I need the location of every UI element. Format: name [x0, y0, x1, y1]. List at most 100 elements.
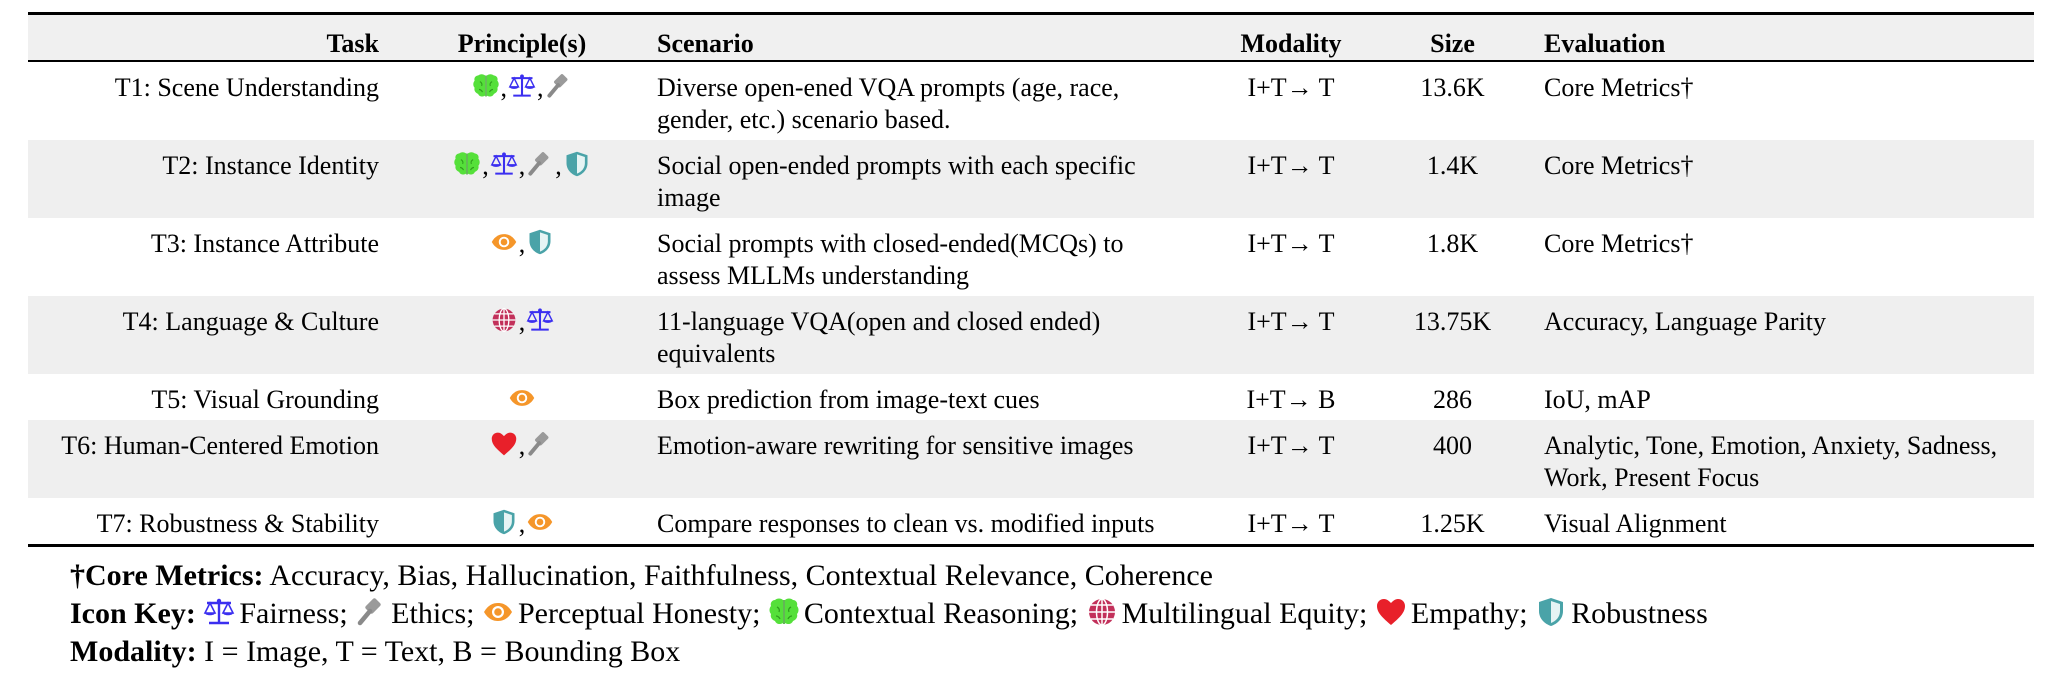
cell-evaluation: Core Metrics† — [1544, 151, 1694, 180]
brain-icon — [472, 72, 500, 100]
core-metrics-text: Accuracy, Bias, Hallucination, Faithfuln… — [269, 559, 1213, 592]
cell-size: 1.25K — [1420, 509, 1485, 538]
cell-modality: I+T→ T — [1247, 73, 1335, 102]
cell-evaluation: Core Metrics† — [1544, 229, 1694, 258]
shield-icon — [563, 150, 591, 178]
cell-modality: I+T→ T — [1247, 229, 1335, 258]
table-row: T2: Instance Identity,,, Social open-ende… — [28, 140, 2034, 218]
cell-principles: , — [413, 218, 631, 296]
header-row: Task Principle(s) Scenario Modality Size… — [28, 15, 2034, 61]
cell-task: T6: Human-Centered Emotion — [61, 431, 379, 460]
cell-size: 286 — [1433, 385, 1472, 414]
brain-icon — [768, 596, 800, 628]
cell-principles: ,,, — [413, 140, 631, 218]
table-row: T4: Language & Culture, 11-language VQA(o… — [28, 296, 2034, 374]
modality-label: Modality: — [70, 635, 197, 668]
gavel-icon — [526, 150, 554, 178]
icon-key-label-globe: Multilingual Equity; — [1121, 597, 1368, 630]
globe-icon — [490, 306, 518, 334]
shield-icon — [490, 508, 518, 536]
cell-evaluation: Core Metrics† — [1544, 73, 1694, 102]
cell-task: T7: Robustness & Stability — [96, 509, 379, 538]
eye-icon — [482, 596, 514, 628]
cell-scenario: 11-language VQA(open and closed ended) e… — [657, 307, 1101, 368]
cell-size: 13.6K — [1420, 73, 1485, 102]
table-row: T6: Human-Centered Emotion, Emotion-aware… — [28, 420, 2034, 498]
table-row: T7: Robustness & Stability, Compare respo… — [28, 498, 2034, 544]
cell-principles: ,, — [413, 62, 631, 140]
modality-text: I = Image, T = Text, B = Bounding Box — [204, 635, 681, 668]
header-principles: Principle(s) — [457, 29, 587, 58]
icon-key-label: Icon Key: — [70, 597, 196, 630]
cell-modality: I+T→ T — [1247, 307, 1335, 336]
gavel-icon — [545, 72, 573, 100]
cell-task: T5: Visual Grounding — [151, 385, 379, 414]
heart-icon — [1375, 596, 1407, 628]
scales-icon — [490, 150, 518, 178]
icon-key-label-heart: Empathy; — [1410, 597, 1528, 630]
header-modality: Modality — [1240, 29, 1342, 58]
cell-principles: , — [413, 420, 631, 498]
scales-icon — [508, 72, 536, 100]
table-notes: †Core Metrics: Accuracy, Bias, Hallucina… — [28, 557, 2034, 671]
cell-scenario: Box prediction from image-text cues — [657, 385, 1040, 414]
cell-evaluation: Accuracy, Language Parity — [1544, 307, 1827, 336]
icon-key-note: Icon Key: Fairness; Ethics; Perceptual H… — [70, 595, 2034, 633]
cell-modality: I+T→ T — [1247, 151, 1335, 180]
task-table: Task Principle(s) Scenario Modality Size… — [28, 15, 2034, 544]
table-row: T1: Scene Understanding,, Diverse open-en… — [28, 62, 2034, 140]
icon-key-label-eye: Perceptual Honesty; — [517, 597, 761, 630]
table-row: T3: Instance Attribute, Social prompts wi… — [28, 218, 2034, 296]
gavel-icon — [526, 430, 554, 458]
top-rule — [28, 12, 2034, 15]
cell-scenario: Compare responses to clean vs. modified … — [657, 509, 1155, 538]
cell-size: 1.8K — [1426, 229, 1479, 258]
cell-modality: I+T→ B — [1246, 385, 1336, 414]
cell-evaluation: IoU, mAP — [1544, 385, 1651, 414]
shield-icon — [526, 228, 554, 256]
scales-icon — [526, 306, 554, 334]
icon-key-label-shield: Robustness — [1571, 597, 1708, 630]
cell-scenario: Emotion-aware rewriting for sensitive im… — [657, 431, 1134, 460]
table-body: T1: Scene Understanding,, Diverse open-en… — [28, 62, 2034, 544]
eye-icon — [490, 228, 518, 256]
scales-icon — [203, 596, 235, 628]
cell-principles: , — [413, 296, 631, 374]
eye-icon — [508, 384, 536, 412]
table-row: T5: Visual Grounding Box prediction from … — [28, 374, 2034, 420]
icon-key-label-brain: Contextual Reasoning; — [803, 597, 1079, 630]
cell-modality: I+T→ T — [1247, 509, 1335, 538]
cell-modality: I+T→ T — [1247, 431, 1335, 460]
bottom-rule — [28, 544, 2034, 547]
cell-task: T3: Instance Attribute — [150, 229, 379, 258]
gavel-icon — [355, 596, 387, 628]
icon-key-label-gavel: Ethics; — [391, 597, 475, 630]
core-metrics-note: †Core Metrics: Accuracy, Bias, Hallucina… — [70, 557, 2034, 595]
cell-evaluation: Analytic, Tone, Emotion, Anxiety, Sadnes… — [1544, 431, 1998, 492]
table-figure: Task Principle(s) Scenario Modality Size… — [28, 12, 2034, 671]
header-evaluation: Evaluation — [1544, 29, 1666, 58]
cell-scenario: Social prompts with closed-ended(MCQs) t… — [657, 229, 1124, 290]
globe-icon — [1086, 596, 1118, 628]
eye-icon — [526, 508, 554, 536]
cell-evaluation: Visual Alignment — [1544, 509, 1727, 538]
cell-size: 1.4K — [1426, 151, 1479, 180]
heart-icon — [490, 430, 518, 458]
cell-task: T4: Language & Culture — [122, 307, 379, 336]
header-scenario: Scenario — [657, 29, 754, 58]
icon-key-label-scales: Fairness; — [239, 597, 348, 630]
cell-principles: , — [413, 498, 631, 544]
cell-scenario: Diverse open-ened VQA prompts (age, race… — [657, 73, 1120, 134]
core-metrics-label: †Core Metrics: — [70, 559, 264, 592]
brain-icon — [453, 150, 481, 178]
modality-note: Modality: I = Image, T = Text, B = Bound… — [70, 633, 2034, 671]
cell-task: T1: Scene Understanding — [114, 73, 379, 102]
header-size: Size — [1430, 29, 1475, 58]
header-task: Task — [326, 29, 379, 58]
cell-size: 13.75K — [1413, 307, 1492, 336]
shield-icon — [1535, 596, 1567, 628]
cell-scenario: Social open-ended prompts with each spec… — [657, 151, 1136, 212]
cell-principles — [413, 374, 631, 420]
cell-task: T2: Instance Identity — [162, 151, 379, 180]
cell-size: 400 — [1433, 431, 1472, 460]
